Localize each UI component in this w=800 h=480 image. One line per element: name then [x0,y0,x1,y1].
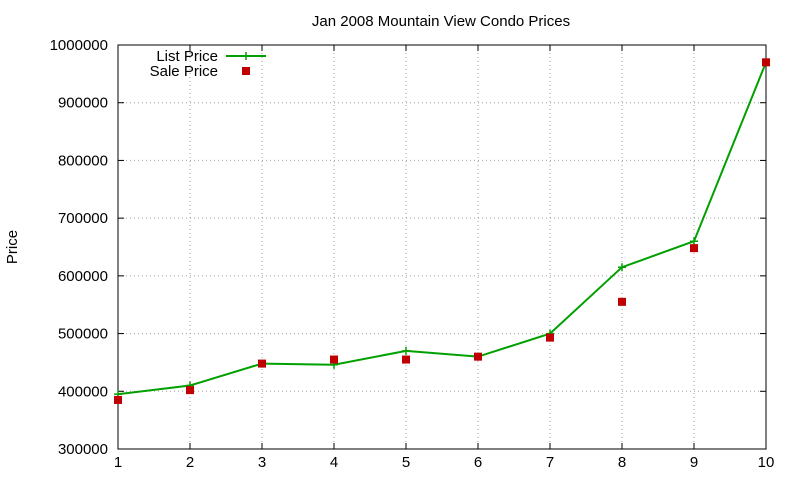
sale-price-point [762,58,770,67]
plot-frame [117,44,767,450]
y-tick-label: 300000 [58,441,108,458]
list-price-point [618,263,626,272]
sale-price-point [330,355,338,364]
x-tick-label: 8 [618,454,626,471]
y-axis-label: Price [4,230,21,264]
x-tick-label: 3 [258,454,266,471]
sale-price-point [690,244,698,253]
grid [118,45,766,449]
y-tick-label: 600000 [58,268,108,285]
x-tick-label: 9 [690,454,698,471]
x-tick-label: 10 [758,454,775,471]
legend: List Price Sale Price [150,48,266,80]
sale-price-point [258,359,266,368]
y-tick-label: 900000 [58,95,108,112]
legend-label-sale-price: Sale Price [150,63,218,80]
series-line-list-price [117,61,767,396]
y-tick-label: 800000 [58,152,108,169]
y-tick-label: 1000000 [50,37,108,54]
axis-ticks: 1 2 3 4 5 6 7 8 9 10 300000 400000 500000 600000 70000… [50,37,775,471]
x-tick-label: 2 [186,454,194,471]
sale-price-point [402,355,410,364]
x-tick-label: 4 [330,454,338,471]
chart-title: Jan 2008 Mountain View Condo Prices [312,13,570,30]
sale-price-point [186,386,194,395]
legend-label-list-price: List Price [156,48,218,65]
series-layer [114,58,770,404]
sale-price-point [474,352,482,361]
list-price-point [402,346,410,355]
sale-price-point [546,333,554,342]
y-tick-label: 500000 [58,326,108,343]
x-tick-label: 5 [402,454,410,471]
sale-price-point [618,297,626,306]
list-price-point [690,237,698,246]
x-tick-label: 6 [474,454,482,471]
legend-marker-sale-price [242,67,250,75]
y-tick-label: 700000 [58,210,108,227]
y-tick-label: 400000 [58,383,108,400]
sale-price-point [114,395,122,404]
x-tick-label: 7 [546,454,554,471]
legend-marker-list-price [242,52,250,60]
x-tick-label: 1 [114,454,122,471]
